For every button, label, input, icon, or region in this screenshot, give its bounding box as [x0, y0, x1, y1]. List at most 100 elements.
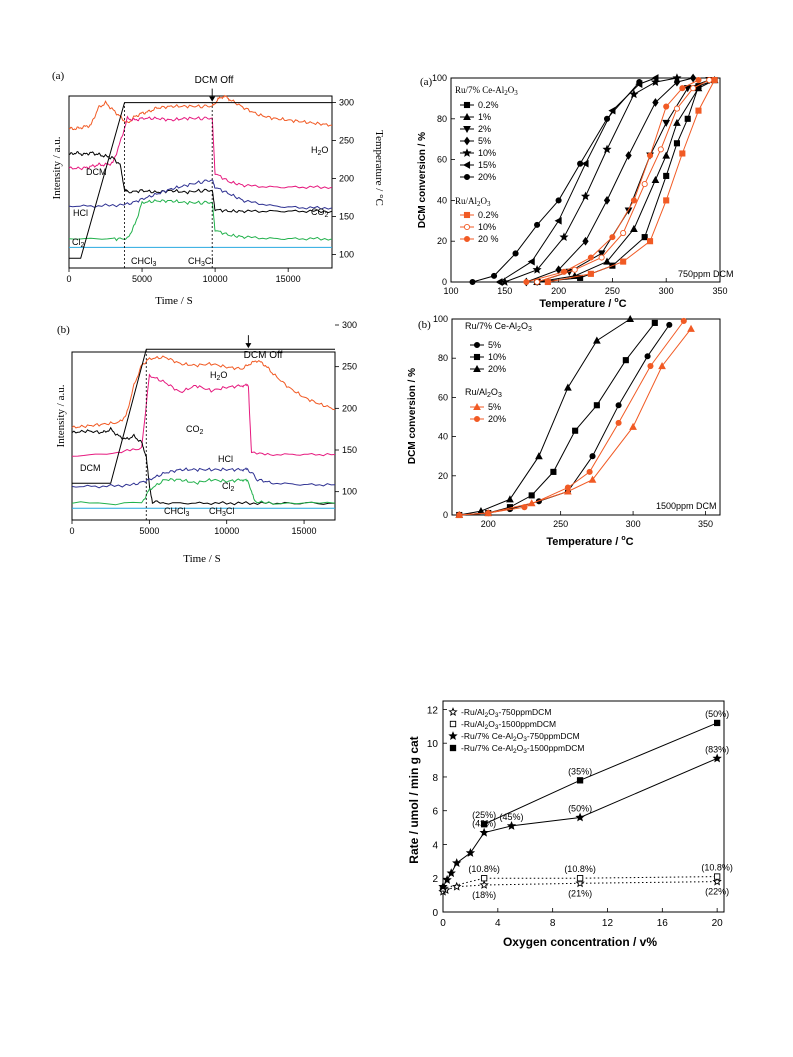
rate-xtick-label: 4 [495, 918, 501, 929]
conv_a-point [673, 140, 681, 147]
ms-b-ch3cl-label: CH3Cl [209, 506, 234, 518]
conv_a-series-line [537, 79, 715, 283]
conv_a-point [673, 105, 681, 112]
ms_a-xtick-label: 15000 [276, 274, 301, 284]
conv_a-point [690, 85, 697, 92]
conv_a-point [663, 172, 670, 179]
conv_a-point [580, 191, 591, 201]
conv_a-legend-marker [463, 101, 471, 109]
rate-series-line [483, 722, 718, 825]
conv_a-point [523, 278, 530, 286]
conv_a-point [646, 152, 654, 160]
conv_a-legend-marker [463, 235, 471, 243]
ms_a-frame [68, 95, 333, 269]
conv_b-series-line [459, 328, 692, 516]
conv_a-point [532, 264, 542, 274]
rate-point-label: (10.8%) [468, 864, 500, 874]
rate-point-label: (22%) [705, 887, 729, 897]
ms-a-xlabel: Time / S [155, 295, 193, 307]
conv_a-point [608, 106, 616, 115]
conv_b-point [629, 422, 637, 430]
conv_b-point [615, 402, 622, 409]
conv_a-legend-label: 0.2% [478, 210, 499, 220]
conv_b-point [687, 324, 695, 332]
conv_a-point [673, 118, 681, 126]
conv-a-xlabel: Temperature / oC [539, 297, 626, 310]
conv_a-point [587, 254, 594, 261]
conv_b-legend-marker [473, 402, 481, 411]
conv_a-point [500, 277, 510, 286]
conv_a-point [603, 257, 611, 265]
conv_b-point [484, 508, 493, 517]
conv_a-point [523, 277, 530, 287]
conv_a-series-line [537, 79, 715, 283]
conv_b-point [535, 452, 543, 460]
conv_a-ytick-label: 40 [437, 195, 447, 205]
conv_b-point [622, 357, 629, 364]
rate-point [438, 886, 448, 896]
conv_a-xtick-label: 300 [659, 286, 674, 296]
conv_a-point [512, 250, 519, 257]
conv_a-point [679, 85, 686, 92]
conv_a-point [624, 207, 633, 215]
rate-ytick-label: 10 [427, 739, 439, 750]
conv_a-legend-label: 10% [478, 148, 496, 158]
rate-series-line [442, 876, 718, 889]
conv_a-point [570, 271, 579, 279]
conv_a-point [651, 74, 659, 82]
conv_b-point [477, 507, 485, 515]
rate-ytick-label: 6 [432, 807, 438, 818]
conv_a-point [689, 73, 697, 83]
ms_b-xtick-label: 5000 [139, 526, 159, 536]
ms_a-rtick-label: 300 [339, 98, 354, 108]
conv_b-point [456, 511, 463, 519]
conv_a-point [662, 119, 671, 127]
ms_b-series-hcl [71, 467, 336, 489]
rate-point [575, 878, 585, 888]
conv_a-point [662, 151, 671, 159]
conv-b-condition: 1500ppm DCM [656, 501, 717, 511]
conv-b-legend-head1: Ru/7% Ce-Al2O3 [465, 321, 532, 333]
conv_a-legend-marker [462, 148, 472, 157]
conv_b-ytick-label: 60 [438, 392, 448, 402]
conv_b-point [564, 487, 572, 495]
conv_a-point [527, 257, 535, 266]
conv_b-point [651, 319, 658, 326]
conv_b-xtick-label: 200 [481, 519, 496, 529]
conv_a-legend-marker [463, 136, 471, 146]
conv_a-point [711, 76, 718, 84]
conv_a-point [577, 274, 584, 281]
rate-xtick-label: 12 [602, 918, 614, 929]
ms-b-co2-label: CO2 [186, 424, 204, 436]
conv_a-point [603, 115, 611, 122]
conv_a-point [469, 278, 476, 286]
ms_b-rtick-label: 250 [342, 362, 357, 372]
rate-xtick-label: 20 [712, 918, 724, 929]
conv_b-point [589, 453, 596, 460]
rate-point-label: (83%) [705, 744, 729, 754]
ms_a-xtick-label: 5000 [132, 274, 152, 284]
conv_a-point [495, 278, 503, 286]
conv_a-point [490, 272, 498, 279]
conv_a-legend-label: 5% [478, 136, 491, 146]
conv_a-legend-marker [463, 173, 471, 181]
conv_b-point [615, 419, 622, 426]
rate-legend-label: -Ru/7% Ce-Al2O3-1500ppmDCM [461, 743, 584, 755]
conv_b-point [593, 336, 601, 344]
ms-a-cl2-label: Cl2 [72, 237, 85, 249]
rate-point-label: (45%) [500, 812, 524, 822]
rate-ytick-label: 12 [427, 705, 439, 716]
conv_a-point [652, 98, 659, 107]
conv_a-point [577, 160, 584, 167]
conv_a-point [651, 175, 660, 184]
conv_b-point [680, 317, 687, 325]
conv-a-condition: 750ppm DCM [678, 269, 734, 279]
ms_b-rtick-label: 150 [342, 445, 357, 455]
ms_b-series-cl2 [71, 477, 336, 506]
conv_b-point [456, 511, 463, 519]
conv_a-point [565, 268, 574, 276]
conv_b-legend-label: 20% [488, 364, 506, 374]
conv_b-legend-label: 5% [488, 402, 501, 412]
rate-legend-marker [448, 731, 458, 740]
conv_b-point [527, 499, 536, 507]
